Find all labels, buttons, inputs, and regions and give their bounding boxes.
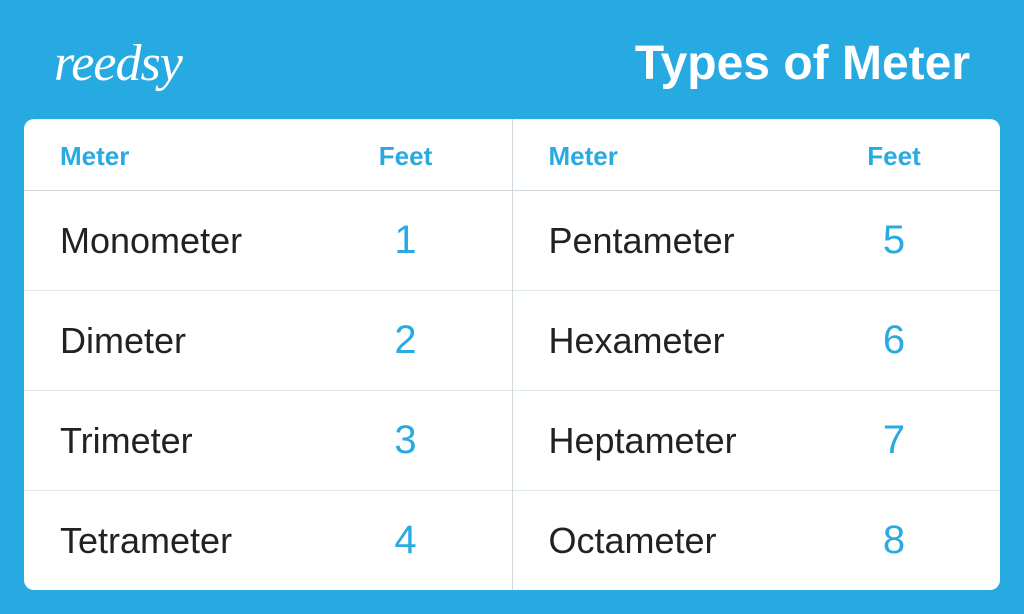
table-row: Octameter 8 bbox=[513, 491, 1001, 590]
meter-name: Monometer bbox=[60, 220, 336, 262]
table-row: Pentameter 5 bbox=[513, 191, 1001, 291]
table-row: Tetrameter 4 bbox=[24, 491, 512, 590]
column-header-feet: Feet bbox=[336, 141, 476, 172]
header: reedsy Types of Meter bbox=[0, 0, 1024, 119]
table-columns: Meter Feet Monometer 1 Dimeter 2 Trimete… bbox=[24, 119, 1000, 590]
column-header-meter: Meter bbox=[60, 141, 336, 172]
table-row: Hexameter 6 bbox=[513, 291, 1001, 391]
table-row: Dimeter 2 bbox=[24, 291, 512, 391]
table-row: Monometer 1 bbox=[24, 191, 512, 291]
feet-value: 5 bbox=[824, 218, 964, 263]
meter-name: Dimeter bbox=[60, 320, 336, 362]
feet-value: 1 bbox=[336, 218, 476, 263]
table-header-row: Meter Feet bbox=[24, 119, 512, 191]
feet-value: 7 bbox=[824, 418, 964, 463]
table-row: Trimeter 3 bbox=[24, 391, 512, 491]
feet-value: 2 bbox=[336, 318, 476, 363]
meter-name: Tetrameter bbox=[60, 520, 336, 562]
feet-value: 3 bbox=[336, 418, 476, 463]
page-title: Types of Meter bbox=[635, 36, 970, 91]
meter-name: Pentameter bbox=[549, 220, 825, 262]
column-header-feet: Feet bbox=[824, 141, 964, 172]
meter-name: Trimeter bbox=[60, 420, 336, 462]
feet-value: 8 bbox=[824, 518, 964, 563]
logo: reedsy bbox=[54, 34, 182, 93]
table-container: Meter Feet Monometer 1 Dimeter 2 Trimete… bbox=[24, 119, 1000, 590]
meter-name: Heptameter bbox=[549, 420, 825, 462]
table-header-row: Meter Feet bbox=[513, 119, 1001, 191]
feet-value: 4 bbox=[336, 518, 476, 563]
infographic-card: reedsy Types of Meter Meter Feet Monomet… bbox=[0, 0, 1024, 614]
feet-value: 6 bbox=[824, 318, 964, 363]
meter-name: Hexameter bbox=[549, 320, 825, 362]
column-header-meter: Meter bbox=[549, 141, 825, 172]
table-column-left: Meter Feet Monometer 1 Dimeter 2 Trimete… bbox=[24, 119, 513, 590]
table-row: Heptameter 7 bbox=[513, 391, 1001, 491]
table-column-right: Meter Feet Pentameter 5 Hexameter 6 Hept… bbox=[513, 119, 1001, 590]
meter-name: Octameter bbox=[549, 520, 825, 562]
